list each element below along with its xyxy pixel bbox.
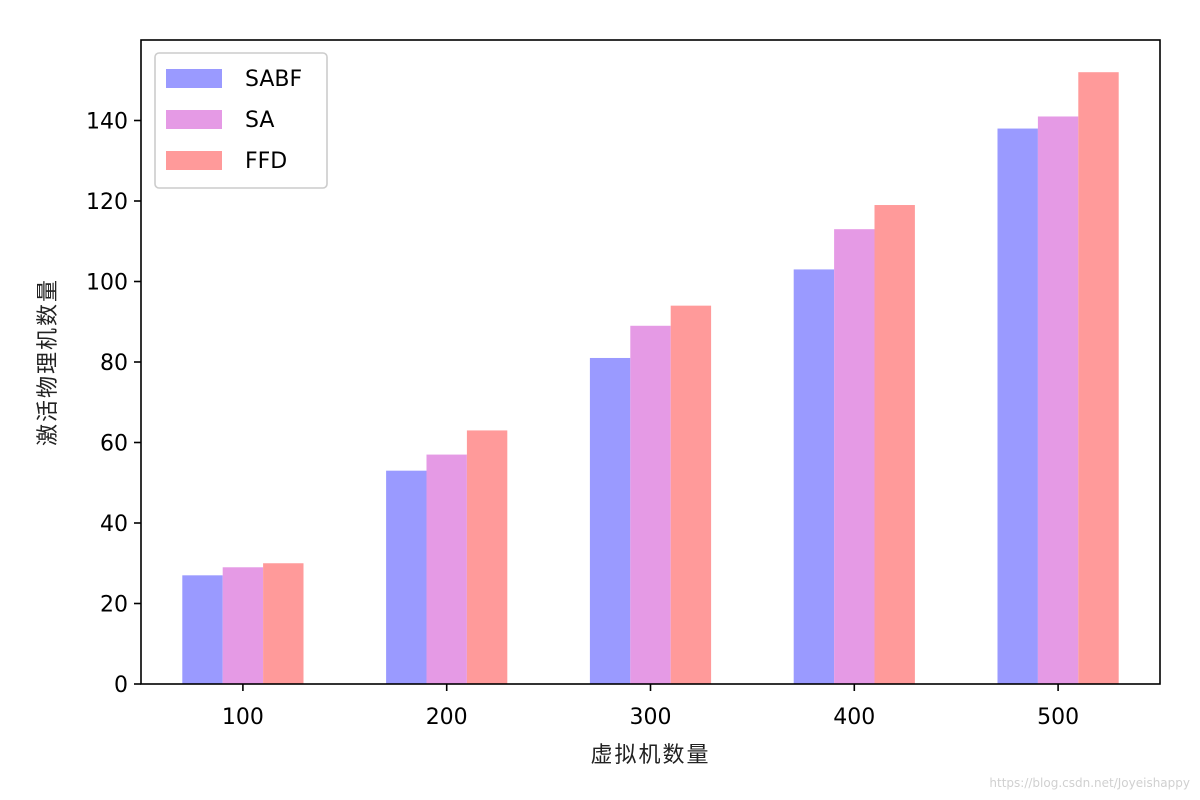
y-tick-label: 0 [114,673,128,698]
bar-ffd-400 [874,205,915,684]
bar-ffd-500 [1078,72,1119,684]
legend-label-ffd: FFD [245,149,287,174]
bar-sa-200 [426,454,467,684]
y-tick-label: 140 [86,110,128,135]
bar-sabf-500 [997,128,1038,685]
watermark-text: https://blog.csdn.net/Joyeishappy [989,776,1190,790]
legend-label-sabf: SABF [245,67,302,92]
y-axis: 0 20 40 60 80 100 120 140 [86,110,141,698]
bar-ffd-100 [263,563,304,684]
x-tick-label: 200 [426,705,468,730]
y-tick-label: 100 [86,271,128,296]
bar-sabf-400 [793,269,835,684]
bar-sabf-100 [182,575,223,684]
bar-sa-300 [630,325,671,684]
x-axis-label: 虚拟机数量 [590,743,710,768]
legend-swatch-sa [166,110,222,129]
legend-label-sa: SA [245,108,274,133]
bar-sabf-300 [589,357,631,684]
bar-sa-400 [834,229,875,685]
legend-swatch-sabf [166,69,222,88]
bar-ffd-200 [466,430,508,684]
x-tick-label: 400 [833,705,875,730]
x-axis: 100 200 300 400 500 [222,684,1079,730]
x-tick-label: 300 [630,705,672,730]
y-tick-label: 80 [100,351,128,376]
y-axis-label: 激活物理机数量 [36,278,61,446]
bar-ffd-300 [670,305,712,684]
y-tick-label: 20 [100,593,128,618]
y-tick-label: 40 [100,512,128,537]
x-tick-label: 100 [222,705,264,730]
legend: SABF SA FFD [154,52,328,189]
bar-sabf-200 [386,470,427,684]
bars [182,72,1119,685]
legend-swatch-ffd [166,151,222,170]
y-tick-label: 120 [86,190,128,215]
bar-sa-100 [222,567,264,684]
x-tick-label: 500 [1037,705,1079,730]
y-tick-label: 60 [100,432,128,457]
bar-sa-500 [1037,116,1079,685]
